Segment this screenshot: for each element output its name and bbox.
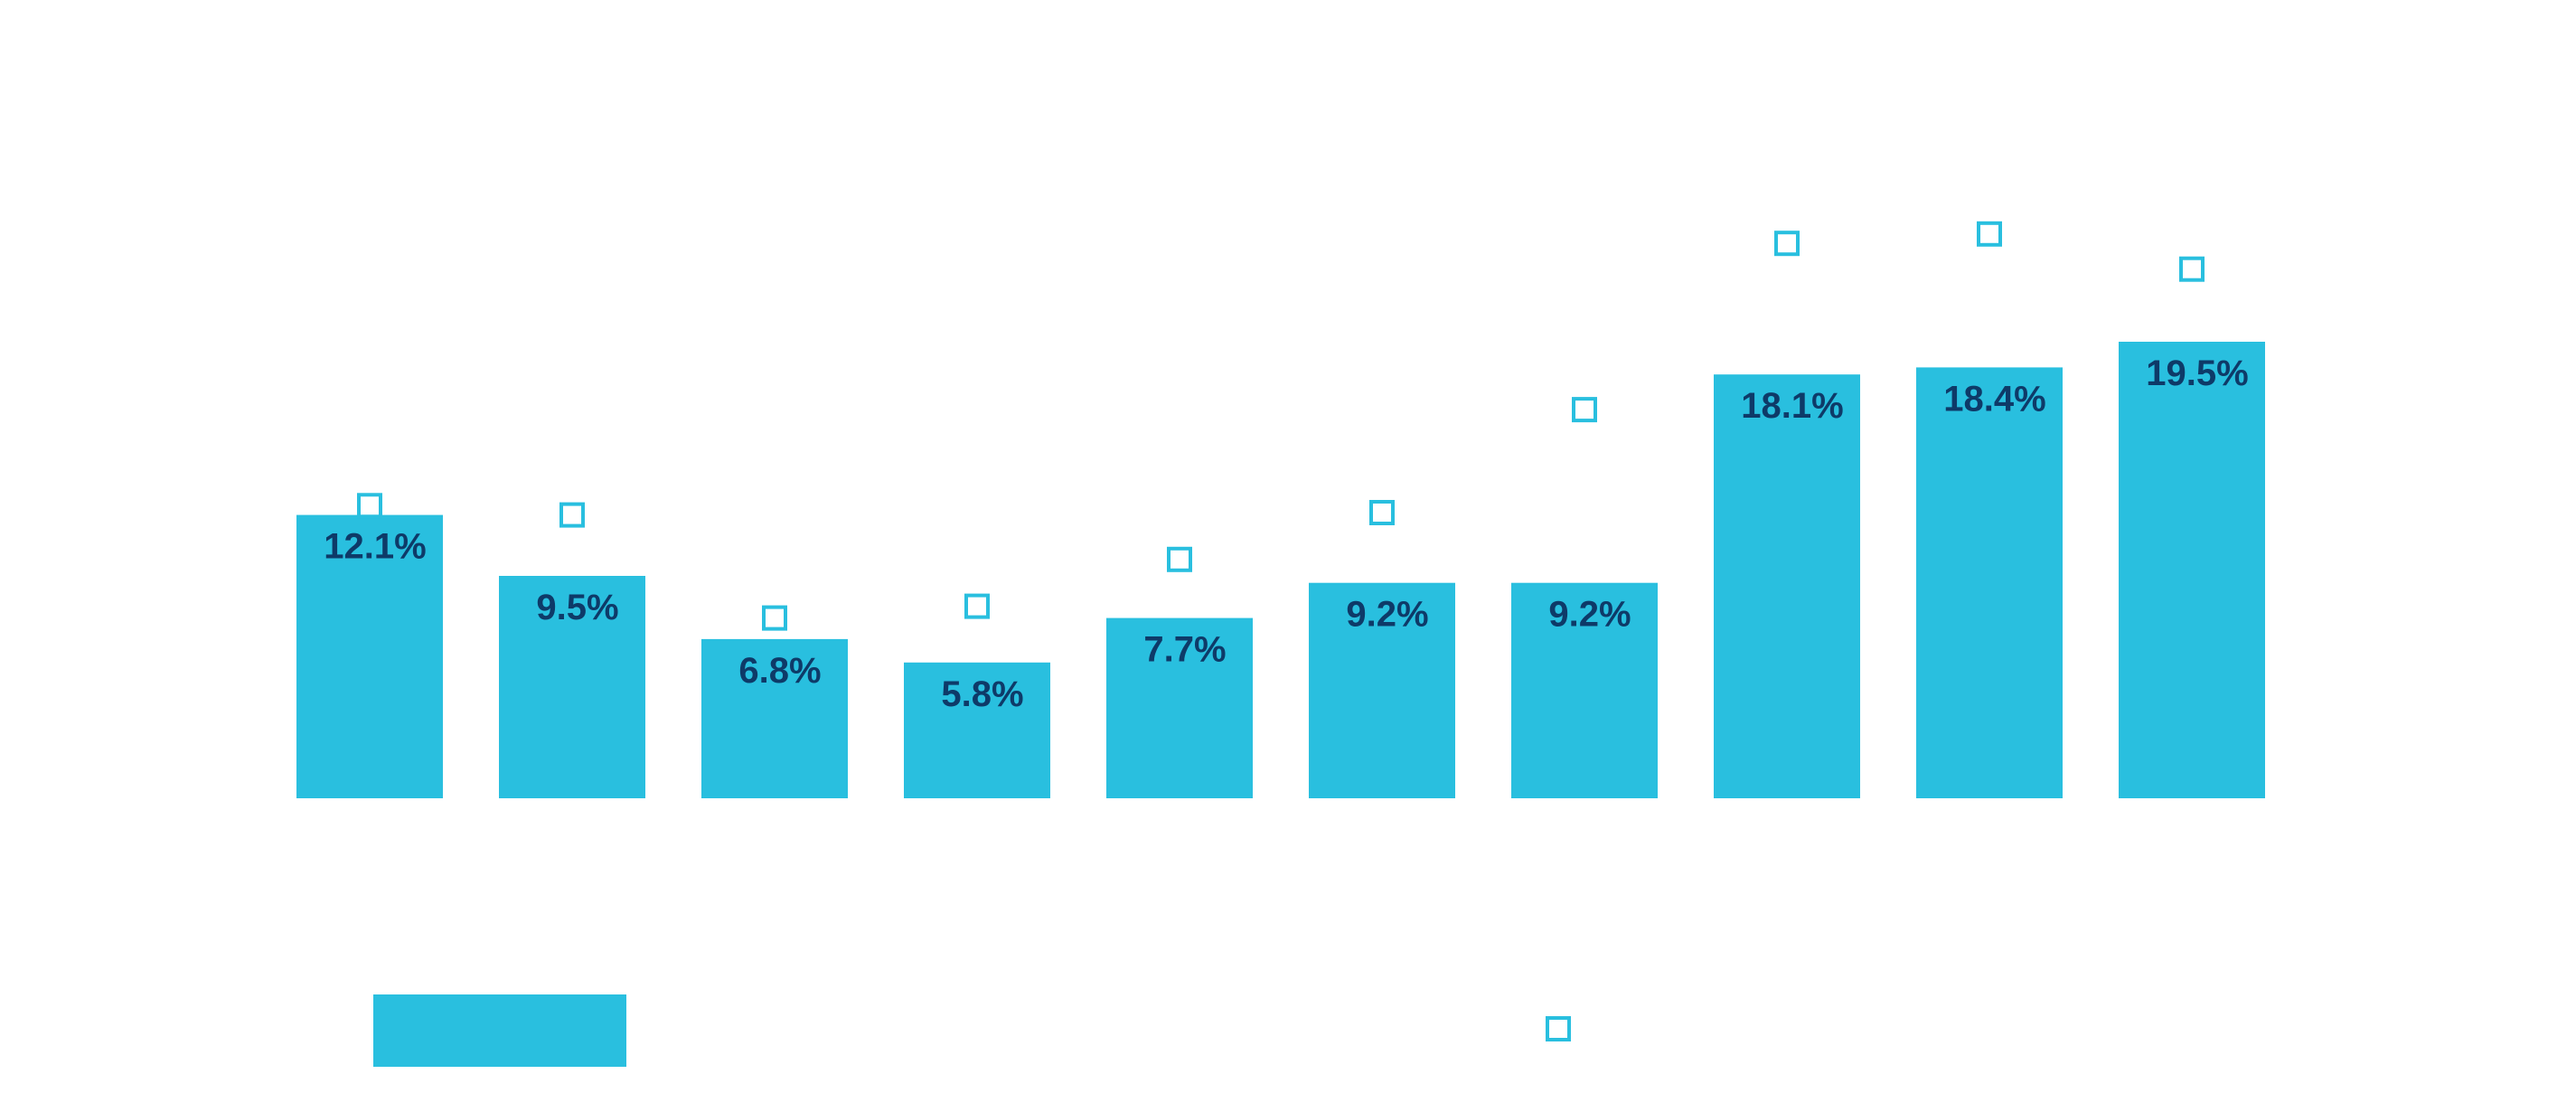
bar-10 [2119, 342, 2265, 798]
bar-6 [1309, 582, 1455, 798]
bar-label-6: 9.2% [1346, 595, 1428, 635]
marker-6 [1369, 500, 1395, 525]
marker-5 [1167, 546, 1192, 572]
legend [373, 994, 1571, 1067]
marker-8 [1774, 231, 1800, 257]
bar-label-2: 9.5% [536, 588, 618, 627]
bar-4 [904, 662, 1050, 798]
bar-label-9: 18.4% [1943, 379, 2045, 419]
bar-7 [1511, 582, 1658, 798]
bar-label-4: 5.8% [941, 674, 1023, 714]
marker-7 [1572, 397, 1597, 423]
bar-8 [1714, 374, 1860, 798]
bar-label-3: 6.8% [738, 651, 821, 691]
marker-1 [357, 493, 382, 519]
bar-9 [1916, 367, 2063, 798]
bar-5 [1106, 617, 1253, 798]
bar-1 [296, 514, 443, 798]
legend-swatch-marker [1546, 1016, 1571, 1041]
marker-9 [1977, 221, 2002, 247]
bar-label-10: 19.5% [2146, 353, 2248, 393]
bar-3 [701, 638, 848, 798]
labels-layer: 12.1% 9.5% 6.8% 5.8% 7.7% 9.2% 9.2% 18.1% 18.4% 1… [324, 353, 2248, 714]
marker-4 [964, 593, 990, 619]
legend-swatch-bar [373, 994, 626, 1067]
bar-label-7: 9.2% [1548, 595, 1631, 635]
bar-label-5: 7.7% [1143, 630, 1226, 670]
marker-10 [2179, 256, 2205, 282]
markers-layer [357, 221, 2205, 631]
marker-3 [762, 605, 787, 631]
bar-label-8: 18.1% [1741, 386, 1843, 426]
bar-label-1: 12.1% [324, 527, 426, 567]
bars-layer [296, 342, 2265, 798]
bar-2 [499, 576, 645, 798]
marker-2 [559, 502, 585, 528]
